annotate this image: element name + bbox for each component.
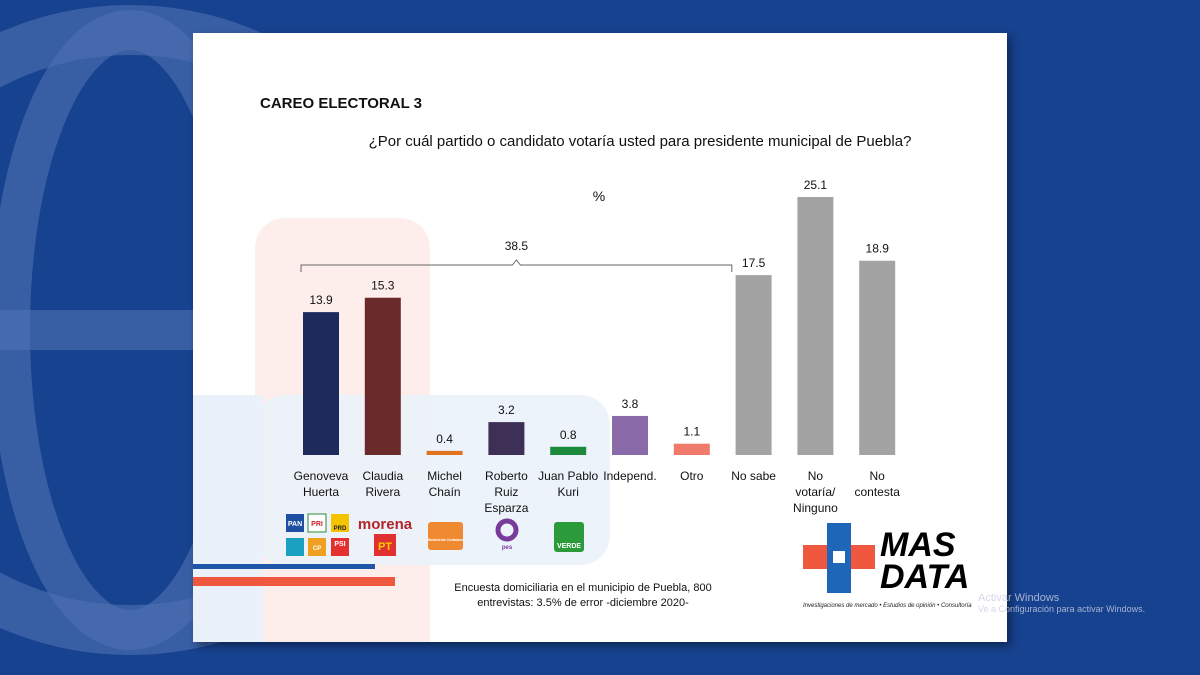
pes-logo-text: pes — [502, 545, 513, 551]
footnote-line-2: entrevistas: 3.5% de error -diciembre 20… — [477, 597, 689, 609]
bar — [735, 275, 772, 455]
bracket-label: 38.5 — [505, 239, 529, 253]
category-label: contesta — [855, 485, 901, 499]
data-label: 18.9 — [866, 242, 890, 256]
logo-line-2: DATA — [880, 558, 970, 596]
category-label: Roberto — [485, 469, 528, 483]
prd-logo-text: PRD — [334, 526, 347, 532]
verde-logo-text: VERDE — [557, 543, 581, 550]
windows-activation-watermark: Activar Windows Ve a Configuración para … — [978, 592, 1145, 614]
cp-logo-text: CP — [313, 546, 321, 552]
data-label: 1.1 — [683, 425, 700, 439]
data-label: 25.1 — [804, 178, 828, 192]
panal-logo — [286, 538, 304, 556]
category-label: Claudia — [362, 469, 403, 483]
survey-question: ¿Por cuál partido o candidato votaría us… — [368, 133, 912, 150]
category-label: Independ. — [603, 469, 656, 483]
morena-logo: morena — [358, 516, 413, 533]
slide: CAREO ELECTORAL 3 ¿Por cuál partido o ca… — [193, 33, 1007, 642]
logo-line-1: MAS — [880, 526, 956, 564]
pt-logo-text: PT — [378, 541, 392, 553]
bar — [673, 443, 710, 455]
bar — [303, 312, 339, 455]
pes-logo — [495, 518, 519, 542]
category-label: votaría/ — [795, 485, 836, 499]
bar — [612, 415, 648, 455]
category-label: Ninguno — [793, 501, 838, 515]
data-label: 13.9 — [309, 293, 333, 307]
watermark-line-2: Ve a Configuración para activar Windows. — [978, 604, 1146, 614]
category-label: Kuri — [558, 485, 579, 499]
verde-logo — [554, 522, 584, 552]
category-label: Michel — [427, 469, 462, 483]
bar — [859, 260, 896, 455]
category-label: Otro — [680, 469, 704, 483]
category-label: No — [808, 469, 824, 483]
bar — [364, 297, 401, 455]
unit-label: % — [593, 188, 605, 204]
category-label: No — [870, 469, 886, 483]
psi-logo — [331, 538, 349, 556]
category-label: Genoveva — [294, 469, 349, 483]
pan-logo — [286, 514, 304, 532]
pri-logo — [307, 513, 327, 533]
pt-logo — [374, 534, 396, 556]
data-label: 3.8 — [622, 397, 639, 411]
category-label: Huerta — [303, 485, 339, 499]
prd-logo — [331, 514, 349, 532]
slide-title: CAREO ELECTORAL 3 — [260, 95, 422, 112]
bar — [550, 446, 587, 455]
category-label: Juan Pablo — [538, 469, 598, 483]
bracket — [300, 259, 733, 272]
mc-logo — [428, 522, 463, 550]
cp-logo — [308, 538, 326, 556]
party-logos: PAN PRI PRD CP PSI morena PT Movimiento … — [286, 513, 584, 556]
bar-chart: % 13.9 Genoveva Huerta 15.3 Claudia Rivera 0.4 M… — [294, 178, 901, 515]
party-logo-group-claudia: morena PT — [358, 516, 413, 556]
data-label: 15.3 — [371, 279, 395, 293]
data-label: 0.4 — [436, 432, 453, 446]
logo-tagline: Investigaciones de mercado • Estudios de… — [803, 603, 972, 609]
data-label: 0.8 — [560, 428, 577, 442]
category-label: Rivera — [365, 485, 400, 499]
bar — [426, 450, 463, 455]
psi-logo-text: PSI — [334, 541, 345, 548]
data-label: 3.2 — [498, 403, 515, 417]
category-label: Esparza — [484, 501, 528, 515]
footnote-line-1: Encuesta domiciliaria en el municipio de… — [454, 582, 712, 594]
party-logo-group-genoveva: PAN PRI PRD CP PSI — [286, 513, 349, 556]
bar — [797, 197, 834, 455]
bar — [488, 422, 525, 455]
footnote: Encuesta domiciliaria en el municipio de… — [443, 581, 723, 611]
pri-logo-text: PRI — [311, 521, 323, 528]
masdata-logo: MAS DATA Investigaciones de mercado • Es… — [803, 523, 1003, 613]
category-label: No sabe — [731, 469, 776, 483]
category-label: Chaín — [429, 485, 461, 499]
pan-logo-text: PAN — [288, 521, 302, 528]
watermark-line-1: Activar Windows — [978, 592, 1060, 604]
mc-logo-text: Movimiento Ciudadano — [428, 538, 463, 542]
category-label: Ruiz — [494, 485, 518, 499]
data-label: 17.5 — [742, 256, 766, 270]
